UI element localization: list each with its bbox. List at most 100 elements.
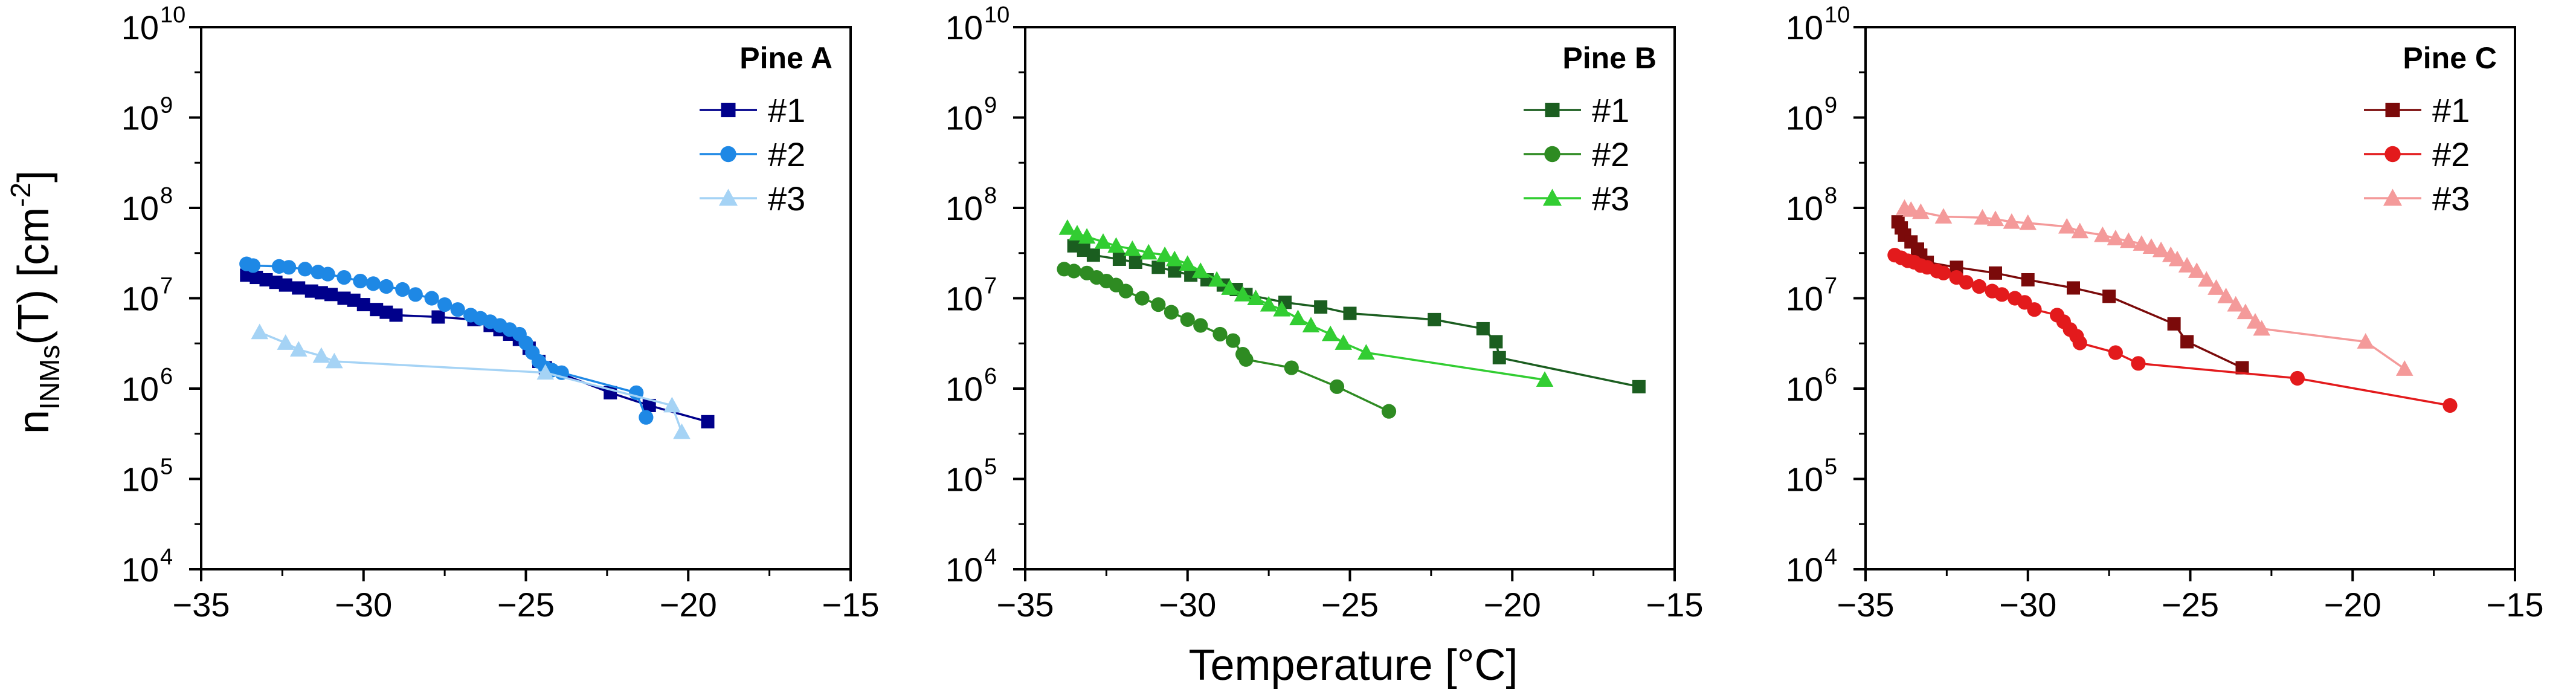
data-point (1335, 334, 1353, 350)
data-point (1986, 210, 2004, 227)
y-tick-exponent: 10 (984, 2, 1009, 28)
data-point (1094, 233, 1112, 249)
y-tick-label: 10 (121, 189, 159, 227)
plot-frame (200, 26, 852, 570)
series-1 (1067, 239, 1646, 393)
y-axis-title-sub: INMs (34, 345, 65, 410)
data-point (1994, 287, 2009, 302)
y-tick-label: 10 (1786, 551, 1823, 589)
data-point (2236, 303, 2255, 320)
data-point (1221, 279, 1238, 295)
data-point (663, 396, 681, 413)
data-point (1225, 333, 1241, 348)
data-point (2357, 333, 2375, 349)
y-axis-title-after: (T) [cm (10, 207, 58, 345)
x-axis-title: Temperature [°C] (1189, 641, 1518, 690)
y-tick-exponent: 4 (160, 545, 173, 570)
data-point (1289, 309, 1307, 326)
data-point (2021, 273, 2035, 286)
y-tick-label: 10 (121, 8, 159, 47)
legend-label: #1 (768, 91, 805, 129)
data-point (289, 341, 308, 357)
data-point (1180, 312, 1195, 327)
y-tick-label: 10 (1786, 280, 1823, 318)
data-point (431, 310, 445, 324)
y-axis-title-close: ] (10, 170, 58, 183)
data-point (2290, 370, 2305, 386)
y-tick-exponent: 7 (984, 274, 997, 299)
data-point (701, 415, 715, 428)
y-tick-exponent: 8 (160, 183, 173, 208)
legend-marker (1545, 103, 1560, 117)
data-point (1247, 289, 1264, 305)
data-point (1273, 300, 1290, 317)
legend-marker (2385, 103, 2400, 117)
x-tick-label: −15 (1646, 586, 1704, 624)
data-point (292, 281, 306, 295)
series-3 (1058, 219, 1554, 387)
data-point (1107, 237, 1125, 253)
data-point (1321, 325, 1339, 341)
y-tick-label: 10 (1786, 460, 1823, 499)
data-point (2027, 302, 2042, 317)
legend: Pine C #1 #2 #3 (2364, 41, 2497, 218)
y-axis-title-sup: -2 (5, 183, 36, 207)
data-point (2094, 226, 2111, 242)
legend-label: #1 (1592, 91, 1629, 129)
data-point (1234, 286, 1252, 302)
y-tick-exponent: 9 (984, 93, 997, 118)
data-point (2142, 238, 2160, 254)
y-tick-label: 10 (945, 189, 983, 227)
y-axis-title-main: n (10, 410, 58, 434)
data-point (673, 423, 691, 439)
data-point (279, 278, 292, 292)
data-point (2395, 360, 2413, 376)
y-tick-label: 10 (945, 99, 983, 137)
data-point (1129, 256, 1142, 270)
y-tick-exponent: 5 (160, 454, 173, 480)
legend-title: Pine B (1562, 41, 1657, 75)
data-point (2217, 288, 2235, 303)
y-axis-title: nINMs(T) [cm-2] (5, 170, 65, 434)
data-point (408, 287, 423, 302)
data-point (1357, 344, 1375, 360)
y-tick-exponent: 4 (984, 545, 997, 570)
data-point (2227, 296, 2245, 312)
y-tick-label: 10 (1786, 370, 1823, 408)
x-tick-label: −35 (997, 586, 1054, 624)
x-tick-label: −25 (2162, 586, 2219, 624)
plot-frame (1864, 26, 2516, 570)
data-point (1135, 291, 1150, 306)
legend-label: #1 (2432, 91, 2470, 129)
legend-marker (2383, 189, 2403, 206)
y-tick-exponent: 6 (160, 364, 173, 389)
y-tick-label: 10 (945, 8, 983, 47)
y-tick-exponent: 6 (984, 364, 997, 389)
data-point (282, 260, 297, 275)
data-point (1974, 208, 1991, 225)
data-point (312, 347, 330, 363)
data-point (251, 323, 269, 340)
data-point (1936, 265, 1951, 280)
data-point (1164, 305, 1179, 320)
data-point (1381, 404, 1397, 419)
data-point (1151, 260, 1165, 274)
y-tick-exponent: 8 (984, 183, 997, 208)
data-point (1184, 268, 1198, 282)
data-point (389, 308, 403, 322)
data-point (1972, 279, 1987, 294)
x-tick-label: −25 (497, 586, 555, 624)
data-point (1489, 335, 1503, 349)
data-point (320, 267, 335, 282)
data-point (2180, 335, 2194, 349)
plot-frame (1024, 26, 1676, 570)
data-point (639, 410, 654, 425)
data-point (1343, 306, 1357, 320)
y-tick-label: 10 (121, 99, 159, 137)
y-tick-exponent: 9 (160, 93, 173, 118)
legend-marker (1542, 189, 1562, 206)
data-point (356, 298, 370, 312)
data-point (1912, 203, 1930, 219)
